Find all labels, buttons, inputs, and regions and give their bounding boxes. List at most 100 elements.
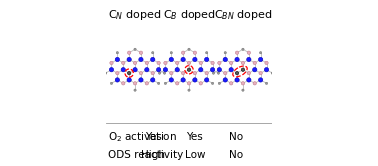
Circle shape (271, 72, 274, 74)
Circle shape (187, 82, 191, 85)
Circle shape (116, 51, 119, 54)
Text: Low: Low (184, 150, 205, 160)
Circle shape (235, 71, 239, 75)
Circle shape (158, 72, 161, 74)
Circle shape (163, 72, 166, 74)
Circle shape (241, 82, 245, 85)
Circle shape (235, 57, 239, 62)
Circle shape (223, 57, 228, 62)
Circle shape (204, 57, 209, 62)
Circle shape (133, 61, 137, 65)
Circle shape (170, 71, 173, 75)
Circle shape (223, 78, 228, 82)
Circle shape (134, 89, 136, 91)
Circle shape (211, 61, 214, 65)
Circle shape (259, 57, 263, 62)
Circle shape (181, 71, 185, 75)
Circle shape (121, 68, 125, 72)
Circle shape (193, 57, 197, 62)
Circle shape (264, 68, 269, 72)
Circle shape (115, 78, 119, 82)
Circle shape (259, 51, 262, 54)
Text: C$_N$ doped: C$_N$ doped (108, 8, 162, 22)
Circle shape (218, 61, 221, 65)
Circle shape (133, 82, 137, 85)
Circle shape (169, 57, 174, 62)
Text: No: No (229, 132, 243, 142)
Circle shape (133, 68, 137, 72)
Circle shape (163, 68, 167, 72)
Circle shape (229, 61, 233, 65)
Circle shape (127, 57, 131, 62)
Circle shape (175, 68, 180, 72)
Text: C$_{BN}$ doped: C$_{BN}$ doped (214, 8, 272, 22)
Circle shape (253, 61, 256, 65)
Circle shape (127, 78, 131, 82)
Circle shape (145, 82, 149, 85)
Circle shape (181, 51, 185, 54)
Circle shape (265, 61, 268, 65)
Circle shape (109, 68, 114, 72)
Circle shape (150, 57, 155, 62)
Circle shape (241, 68, 245, 71)
Circle shape (193, 71, 197, 75)
Text: Yes: Yes (186, 132, 203, 142)
Circle shape (115, 57, 119, 62)
Circle shape (193, 78, 197, 82)
Circle shape (152, 51, 154, 54)
Circle shape (157, 61, 160, 65)
Circle shape (259, 78, 263, 82)
Circle shape (127, 71, 131, 75)
Circle shape (242, 48, 244, 50)
Circle shape (247, 57, 251, 62)
Text: High: High (141, 150, 165, 160)
Circle shape (224, 71, 227, 75)
Circle shape (156, 68, 161, 72)
Circle shape (110, 61, 113, 65)
Circle shape (211, 68, 215, 72)
Circle shape (217, 72, 220, 74)
Circle shape (158, 82, 160, 84)
Circle shape (164, 82, 167, 84)
Circle shape (206, 51, 208, 54)
Circle shape (187, 68, 191, 71)
Circle shape (170, 51, 172, 54)
Circle shape (187, 61, 191, 65)
Circle shape (139, 71, 143, 75)
Circle shape (211, 82, 214, 84)
Circle shape (127, 51, 131, 54)
Text: ODS reactivity: ODS reactivity (108, 150, 183, 160)
Circle shape (169, 78, 174, 82)
Circle shape (247, 71, 251, 75)
Circle shape (199, 61, 203, 65)
Circle shape (150, 78, 155, 82)
Circle shape (145, 68, 149, 72)
Circle shape (181, 78, 185, 82)
Circle shape (253, 68, 257, 72)
Circle shape (139, 57, 143, 62)
Circle shape (188, 89, 190, 91)
Circle shape (198, 68, 203, 72)
Text: C$_B$ doped: C$_B$ doped (163, 8, 215, 22)
Circle shape (164, 61, 167, 65)
Circle shape (122, 61, 125, 65)
Circle shape (229, 68, 233, 72)
Circle shape (139, 78, 143, 82)
Circle shape (151, 71, 154, 75)
Circle shape (204, 78, 209, 82)
Circle shape (247, 51, 251, 54)
Circle shape (247, 78, 251, 82)
Circle shape (110, 82, 113, 84)
Circle shape (175, 61, 179, 65)
Circle shape (193, 51, 197, 54)
Circle shape (175, 82, 179, 85)
Text: No: No (229, 150, 243, 160)
Circle shape (218, 82, 220, 84)
Circle shape (205, 71, 208, 75)
Circle shape (122, 82, 125, 85)
Circle shape (235, 78, 239, 82)
Circle shape (188, 48, 190, 50)
Circle shape (145, 61, 149, 65)
Circle shape (212, 72, 215, 74)
Circle shape (116, 71, 119, 75)
